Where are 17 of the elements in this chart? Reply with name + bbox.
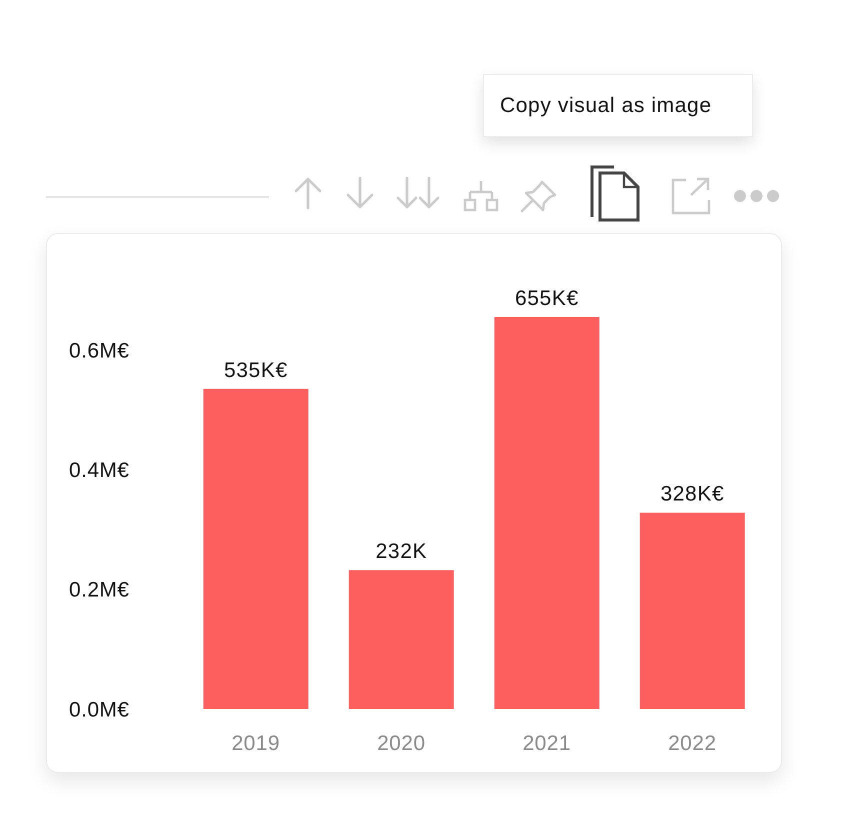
y-tick-label: 0.4M€ bbox=[69, 458, 130, 482]
x-tick-label: 2022 bbox=[668, 732, 716, 755]
bar bbox=[494, 317, 600, 709]
data-label: 655K€ bbox=[515, 287, 579, 310]
x-tick-label: 2020 bbox=[377, 732, 426, 755]
data-label: 328K€ bbox=[660, 482, 724, 506]
x-tick-label: 2021 bbox=[522, 732, 571, 755]
bar bbox=[203, 388, 308, 709]
tooltip: Copy visual as image bbox=[483, 74, 753, 137]
x-tick-label: 2019 bbox=[232, 732, 280, 755]
data-label: 232K bbox=[376, 540, 428, 564]
bar bbox=[348, 570, 454, 709]
y-tick-label: 0.2M€ bbox=[69, 578, 130, 602]
bar bbox=[640, 512, 745, 709]
y-tick-label: 0.6M€ bbox=[69, 339, 130, 362]
data-label: 535K€ bbox=[224, 358, 288, 382]
y-tick-label: 0.0M€ bbox=[69, 698, 130, 722]
